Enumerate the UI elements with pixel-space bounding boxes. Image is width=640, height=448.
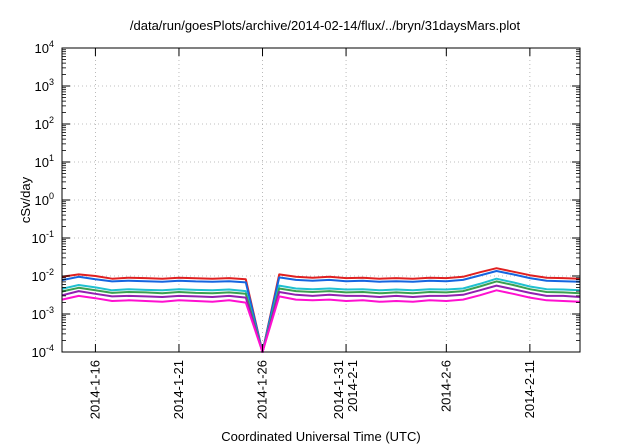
x-tick-label: 2014-1-26 bbox=[255, 360, 270, 419]
series-line-2 bbox=[61, 270, 581, 353]
x-axis-label: Coordinated Universal Time (UTC) bbox=[221, 429, 420, 444]
grid bbox=[62, 48, 580, 352]
series-lines bbox=[61, 267, 581, 353]
series-line-1 bbox=[61, 267, 581, 353]
series-line-6 bbox=[61, 289, 581, 353]
x-tick-label: 2014-1-312014-2-1 bbox=[331, 360, 360, 419]
series-line-5 bbox=[61, 284, 581, 353]
x-tick-label: 2014-2-6 bbox=[438, 360, 453, 412]
series-line-4 bbox=[61, 280, 581, 353]
y-tick-label: 101 bbox=[35, 153, 54, 170]
y-axis-label: cSv/day bbox=[18, 176, 33, 223]
chart-title: /data/run/goesPlots/archive/2014-02-14/f… bbox=[130, 18, 521, 33]
y-tick-label: 10-1 bbox=[32, 229, 54, 246]
x-tick-label: 2014-1-16 bbox=[87, 360, 102, 419]
series-line-3 bbox=[61, 277, 581, 353]
y-tick-label: 100 bbox=[35, 191, 54, 208]
x-tick-label: 2014-2-11 bbox=[522, 360, 537, 418]
x-axis-ticks: 2014-1-16 2014-1-21 2014-1-26 2014-1-312014… bbox=[87, 48, 537, 419]
y-axis-ticks: 10-4 10-3 10-2 10-1 100 101 102 103 104 bbox=[32, 39, 580, 360]
y-tick-label: 102 bbox=[35, 115, 54, 132]
y-tick-label: 10-3 bbox=[32, 305, 54, 322]
y-tick-label: 10-4 bbox=[32, 343, 54, 360]
y-tick-label: 10-2 bbox=[32, 267, 54, 284]
y-tick-label: 104 bbox=[35, 39, 54, 56]
y-tick-label: 103 bbox=[35, 77, 54, 94]
x-tick-label: 2014-1-21 bbox=[171, 360, 186, 419]
